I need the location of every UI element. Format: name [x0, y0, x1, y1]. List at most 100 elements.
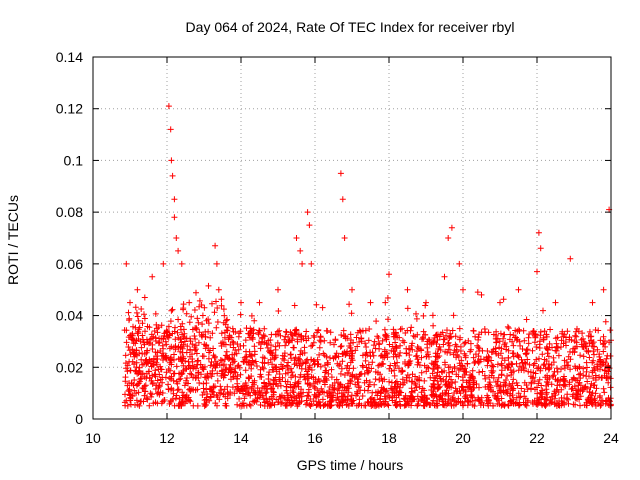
- data-point: [510, 342, 517, 349]
- data-point: [241, 358, 248, 365]
- data-point: [173, 363, 180, 370]
- data-point: [450, 312, 457, 319]
- data-point: [531, 397, 538, 404]
- data-point: [589, 359, 596, 366]
- data-point: [485, 396, 492, 403]
- data-point: [477, 402, 484, 409]
- data-point: [365, 399, 372, 406]
- data-point: [126, 347, 133, 354]
- data-point: [545, 361, 552, 367]
- data-point: [591, 395, 598, 402]
- data-point: [357, 387, 364, 394]
- data-point: [208, 386, 215, 393]
- data-point: [399, 376, 406, 383]
- data-point: [175, 316, 182, 323]
- data-point: [583, 359, 590, 366]
- data-point: [331, 341, 337, 348]
- data-point: [186, 362, 193, 369]
- data-point: [476, 358, 483, 365]
- data-point: [178, 369, 185, 376]
- data-point: [392, 363, 399, 369]
- data-point: [201, 304, 208, 311]
- data-point: [356, 371, 363, 378]
- data-point: [249, 357, 256, 364]
- data-point: [534, 384, 540, 391]
- data-point-peak: [123, 260, 130, 267]
- data-point: [470, 327, 477, 334]
- data-point: [251, 377, 258, 384]
- data-point: [130, 337, 137, 343]
- data-point: [533, 401, 540, 407]
- data-point: [567, 356, 574, 363]
- data-point: [270, 366, 277, 373]
- data-point: [482, 375, 489, 382]
- data-point: [485, 329, 492, 336]
- data-point: [192, 347, 198, 354]
- data-point: [297, 390, 304, 397]
- data-point: [214, 377, 221, 384]
- data-point: [174, 380, 181, 387]
- data-point: [264, 344, 271, 351]
- data-point: [289, 388, 296, 394]
- data-point: [338, 343, 345, 349]
- data-point: [126, 386, 133, 393]
- data-point: [315, 326, 322, 333]
- data-point: [465, 337, 472, 344]
- data-point: [163, 369, 170, 376]
- data-point: [205, 316, 212, 323]
- data-point: [267, 380, 273, 387]
- data-point: [236, 388, 243, 394]
- data-point: [594, 361, 601, 368]
- data-point: [489, 362, 495, 369]
- chart-title: Day 064 of 2024, Rate Of TEC Index for r…: [186, 19, 515, 35]
- data-point: [317, 402, 324, 408]
- x-tick-labels: 10 12 14 16 18 20 22 24: [85, 430, 619, 446]
- data-point: [259, 334, 266, 341]
- data-point: [580, 353, 587, 360]
- data-point-peak: [441, 273, 448, 280]
- data-point: [258, 389, 264, 396]
- data-point: [315, 360, 322, 367]
- data-point: [359, 327, 366, 334]
- data-point: [572, 377, 579, 384]
- data-point: [136, 324, 143, 331]
- y-tick-label: 0.08: [56, 204, 83, 220]
- data-point: [392, 339, 399, 346]
- data-point: [167, 318, 174, 325]
- data-point: [196, 297, 203, 304]
- y-tick-labels: 0 0.02 0.04 0.06 0.08 0.1 0.12 0.14: [56, 49, 83, 427]
- data-point: [536, 376, 543, 383]
- data-point: [476, 384, 482, 391]
- data-point: [569, 385, 576, 392]
- data-point: [423, 353, 430, 360]
- data-point: [514, 351, 521, 358]
- data-point: [242, 367, 249, 374]
- data-point: [502, 340, 509, 346]
- data-point: [191, 333, 198, 339]
- y-tick-label: 0.06: [56, 256, 83, 272]
- data-point-peak: [215, 286, 222, 293]
- data-point: [390, 333, 397, 340]
- data-point: [379, 337, 386, 344]
- data-point: [408, 385, 415, 392]
- data-point-peak: [165, 103, 172, 110]
- data-point: [539, 351, 546, 358]
- data-point: [564, 328, 571, 335]
- data-point: [530, 328, 537, 335]
- data-point: [171, 402, 178, 409]
- data-point: [205, 282, 212, 289]
- data-point: [386, 378, 393, 385]
- data-point: [445, 390, 452, 397]
- data-point: [218, 296, 225, 303]
- data-point: [282, 370, 289, 377]
- data-point: [469, 401, 476, 408]
- data-point: [448, 402, 455, 409]
- data-point: [517, 342, 524, 349]
- data-point: [221, 312, 228, 319]
- data-point: [563, 359, 570, 365]
- data-point: [354, 376, 361, 382]
- data-point: [583, 402, 590, 409]
- data-point: [210, 345, 217, 352]
- data-point: [309, 342, 316, 349]
- data-point: [190, 402, 197, 409]
